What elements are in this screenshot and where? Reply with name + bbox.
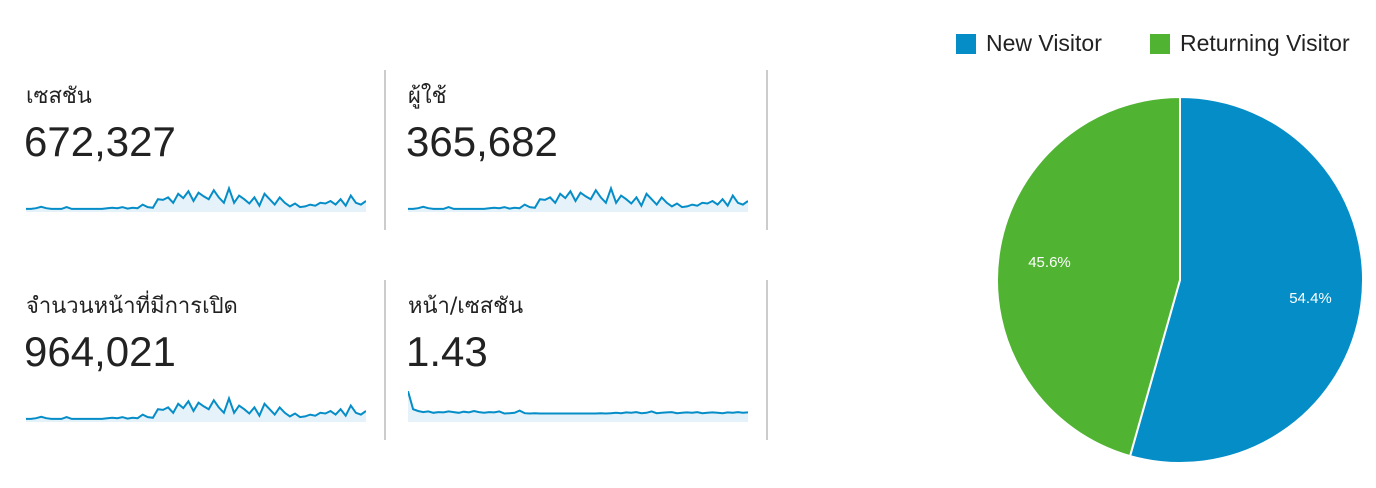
pie-chart: 54.4% 45.6% <box>996 95 1364 464</box>
divider <box>384 280 386 440</box>
metric-value: 672,327 <box>24 118 176 165</box>
sparkline <box>408 390 748 422</box>
pie-slice[interactable] <box>996 95 1181 458</box>
metric-label: เซสชัน <box>26 84 92 109</box>
legend-label: Returning Visitor <box>1180 30 1350 56</box>
sparkline <box>408 185 748 212</box>
sparkline-area <box>26 188 366 212</box>
metric-pages-per-session: หน้า/เซสชัน 1.43 <box>406 280 753 440</box>
sparkline <box>26 395 366 422</box>
metric-label: ผู้ใช้ <box>408 84 447 109</box>
legend-label: New Visitor <box>986 30 1102 56</box>
legend-swatch <box>956 33 976 54</box>
legend-returning-visitor[interactable]: Returning Visitor <box>1150 30 1350 57</box>
metric-value: 1.43 <box>406 328 488 375</box>
divider <box>766 280 768 440</box>
sparkline-line <box>26 185 366 210</box>
sparkline-line <box>26 395 366 420</box>
metric-value: 365,682 <box>406 118 558 165</box>
sparkline <box>26 185 366 212</box>
divider <box>384 70 386 230</box>
metric-label: หน้า/เซสชัน <box>408 294 524 319</box>
sparkline-line <box>408 185 748 210</box>
legend-new-visitor[interactable]: New Visitor <box>956 30 1102 57</box>
metric-value: 964,021 <box>24 328 176 375</box>
metric-label: จำนวนหน้าที่มีการเปิด <box>26 294 238 319</box>
sparkline-line <box>408 390 748 415</box>
pie-slice-label: 45.6% <box>1028 254 1071 271</box>
pie-slice[interactable] <box>1128 95 1364 464</box>
metric-pageviews: จำนวนหน้าที่มีการเปิด 964,021 <box>24 280 371 440</box>
metric-sessions: เซสชัน 672,327 <box>24 70 371 230</box>
sparkline-area <box>408 391 748 422</box>
divider <box>766 70 768 230</box>
pie-slice-label: 54.4% <box>1289 290 1332 307</box>
sparkline-area <box>26 398 366 422</box>
legend-swatch <box>1150 33 1170 54</box>
sparkline-area <box>408 188 748 212</box>
metric-users: ผู้ใช้ 365,682 <box>406 70 753 230</box>
